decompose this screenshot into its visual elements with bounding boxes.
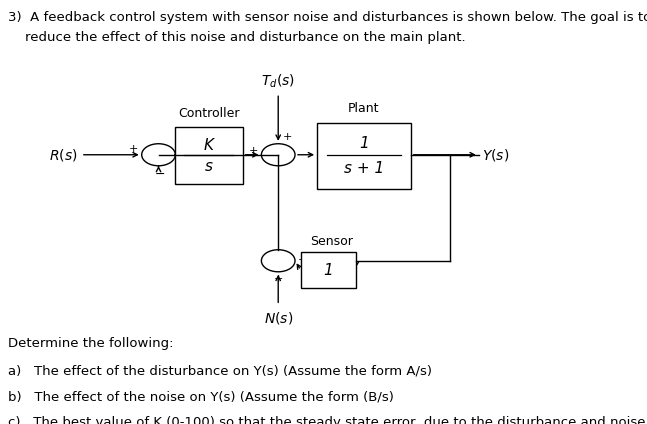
Text: +: + [249, 146, 258, 156]
Text: 1: 1 [324, 263, 333, 278]
Text: Sensor: Sensor [310, 235, 353, 248]
Text: Controller: Controller [178, 106, 239, 120]
Text: Determine the following:: Determine the following: [8, 337, 173, 350]
Text: K: K [204, 138, 214, 153]
Text: reduce the effect of this noise and disturbance on the main plant.: reduce the effect of this noise and dist… [8, 31, 465, 44]
Text: c)   The best value of K (0-100) so that the steady state error, due to the dist: c) The best value of K (0-100) so that t… [8, 416, 647, 424]
Text: $T_d(s)$: $T_d(s)$ [261, 73, 295, 90]
Text: a)   The effect of the disturbance on Y(s) (Assume the form A/s): a) The effect of the disturbance on Y(s)… [8, 365, 432, 378]
Text: b)   The effect of the noise on Y(s) (Assume the form (B/s): b) The effect of the noise on Y(s) (Assu… [8, 390, 393, 403]
Text: 1: 1 [359, 136, 369, 151]
Text: 3)  A feedback control system with sensor noise and disturbances is shown below.: 3) A feedback control system with sensor… [8, 11, 647, 24]
Text: +: + [274, 274, 283, 284]
Bar [175, 127, 243, 184]
Text: $R(s)$: $R(s)$ [49, 147, 78, 163]
Text: Plant: Plant [348, 102, 380, 115]
Bar [317, 123, 411, 189]
Text: $N(s)$: $N(s)$ [263, 310, 293, 326]
Text: s: s [204, 159, 213, 174]
Bar [301, 252, 356, 288]
Text: −: − [155, 168, 166, 181]
Text: +: + [283, 131, 292, 142]
Text: +: + [129, 144, 138, 154]
Text: +: + [298, 255, 307, 265]
Text: s + 1: s + 1 [344, 161, 384, 176]
Text: $Y(s)$: $Y(s)$ [482, 147, 509, 163]
